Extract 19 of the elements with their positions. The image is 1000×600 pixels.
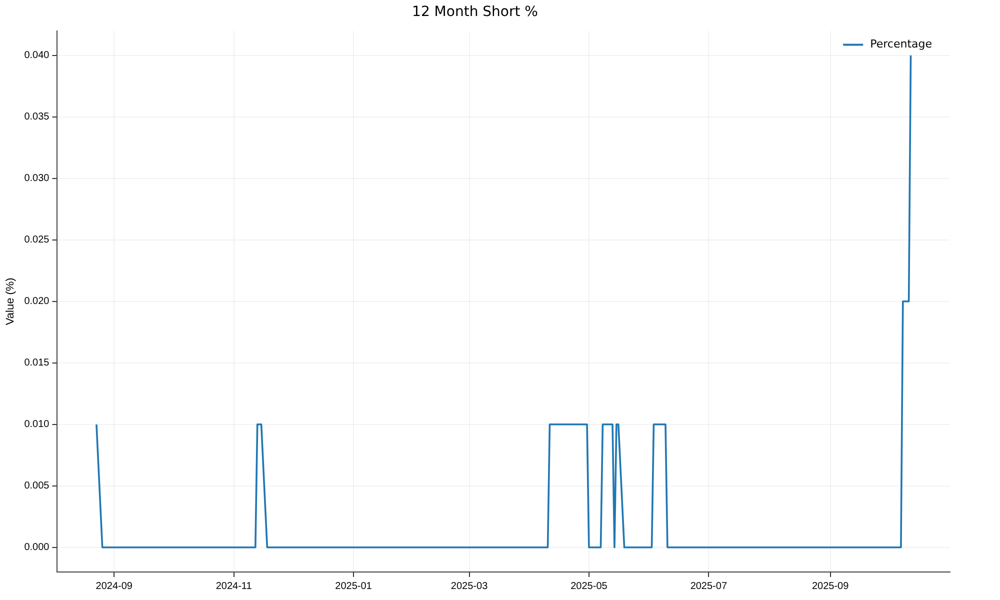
y-axis-title: Value (%)	[4, 278, 17, 326]
x-tick-label: 2024-11	[216, 580, 252, 592]
y-tick-label: 0.010	[24, 419, 50, 430]
y-tick-label: 0.000	[24, 542, 50, 554]
chart-title: 12 Month Short %	[412, 4, 538, 20]
y-tick-label: 0.005	[24, 480, 50, 492]
x-tick-label: 2025-07	[690, 580, 728, 592]
y-tick-label: 0.015	[24, 358, 50, 369]
x-tick-label: 2025-09	[812, 580, 850, 592]
x-tick-label: 2025-01	[335, 580, 372, 592]
y-tick-label: 0.025	[24, 234, 50, 246]
x-tick-label: 2025-05	[570, 580, 608, 592]
x-tick-label: 2025-03	[450, 580, 488, 592]
y-tick-label: 0.040	[24, 50, 50, 62]
x-tick-label: 2024-09	[96, 580, 133, 592]
y-tick-label: 0.030	[24, 173, 50, 184]
legend-label: Percentage	[870, 38, 932, 51]
y-tick-label: 0.035	[24, 112, 50, 123]
y-tick-label: 0.020	[24, 296, 50, 308]
